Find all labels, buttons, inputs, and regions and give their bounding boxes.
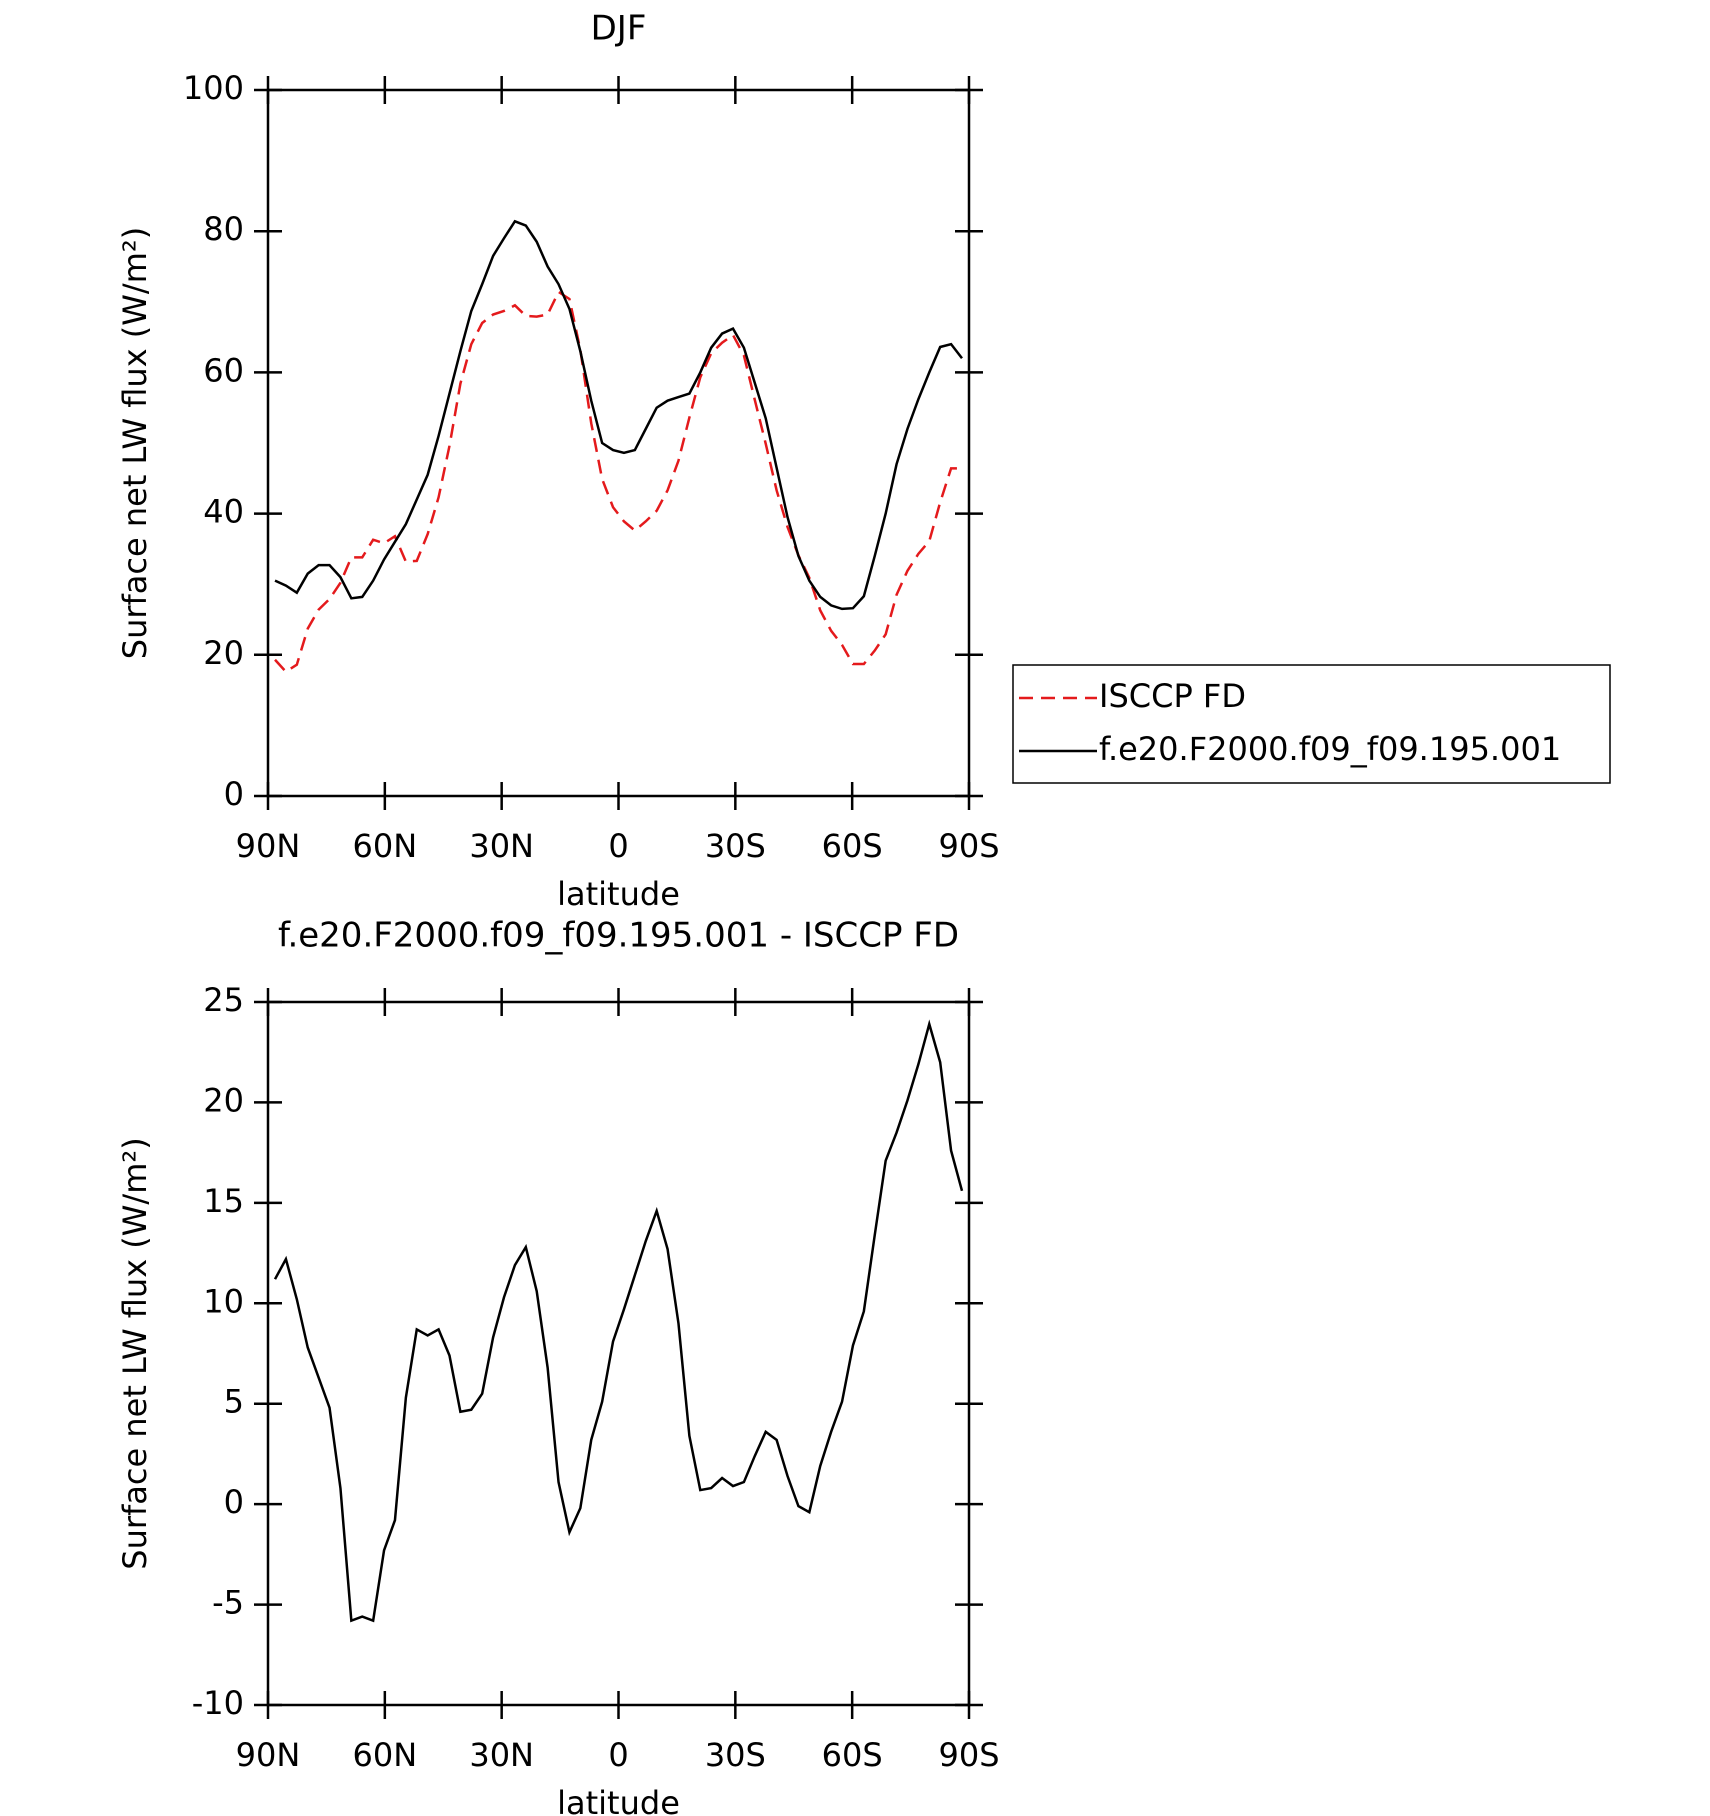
y-tick-label: 15 <box>203 1182 244 1220</box>
x-tick-label: 0 <box>608 1736 628 1774</box>
y-tick-label: 100 <box>183 69 244 107</box>
x-tick-label: 90N <box>236 827 301 865</box>
data-line <box>274 290 962 674</box>
legend-label: f.e20.F2000.f09_f09.195.001 <box>1099 730 1561 768</box>
x-tick-label: 90N <box>236 1736 301 1774</box>
chart-title: DJF <box>591 9 647 49</box>
x-tick-label: 30N <box>469 1736 534 1774</box>
y-tick-label: 5 <box>224 1383 244 1421</box>
data-line <box>273 1019 964 1623</box>
x-tick-label: 0 <box>608 827 628 865</box>
legend-box <box>1012 664 1611 784</box>
y-tick-label: -10 <box>192 1684 244 1722</box>
y-tick-label: 25 <box>203 981 244 1019</box>
y-tick-label: 0 <box>224 775 244 813</box>
y-tick-label: -5 <box>212 1584 244 1622</box>
y-tick-label: 80 <box>203 210 244 248</box>
plot-frame <box>266 88 971 798</box>
x-axis-label: latitude <box>557 875 680 913</box>
y-axis-label: Surface net LW flux (W/m²) <box>116 1137 154 1569</box>
y-tick-label: 40 <box>203 493 244 531</box>
data-line <box>274 219 963 611</box>
chart-title: f.e20.F2000.f09_f09.195.001 - ISCCP FD <box>278 916 959 956</box>
x-tick-label: 60S <box>822 827 883 865</box>
y-tick-label: 10 <box>203 1282 244 1320</box>
x-tick-label: 60N <box>353 1736 418 1774</box>
x-tick-label: 30N <box>469 827 534 865</box>
plot-frame <box>266 1000 971 1707</box>
x-tick-label: 30S <box>705 1736 766 1774</box>
y-tick-label: 20 <box>203 634 244 672</box>
y-axis-label: Surface net LW flux (W/m²) <box>116 227 154 659</box>
x-tick-label: 60N <box>353 827 418 865</box>
x-tick-label: 90S <box>938 827 999 865</box>
x-axis-label: latitude <box>557 1784 680 1816</box>
x-tick-label: 30S <box>705 827 766 865</box>
x-tick-label: 60S <box>822 1736 883 1774</box>
y-tick-label: 0 <box>224 1483 244 1521</box>
x-tick-label: 90S <box>938 1736 999 1774</box>
y-tick-label: 60 <box>203 351 244 389</box>
legend-label: ISCCP FD <box>1099 677 1246 715</box>
y-tick-label: 20 <box>203 1081 244 1119</box>
